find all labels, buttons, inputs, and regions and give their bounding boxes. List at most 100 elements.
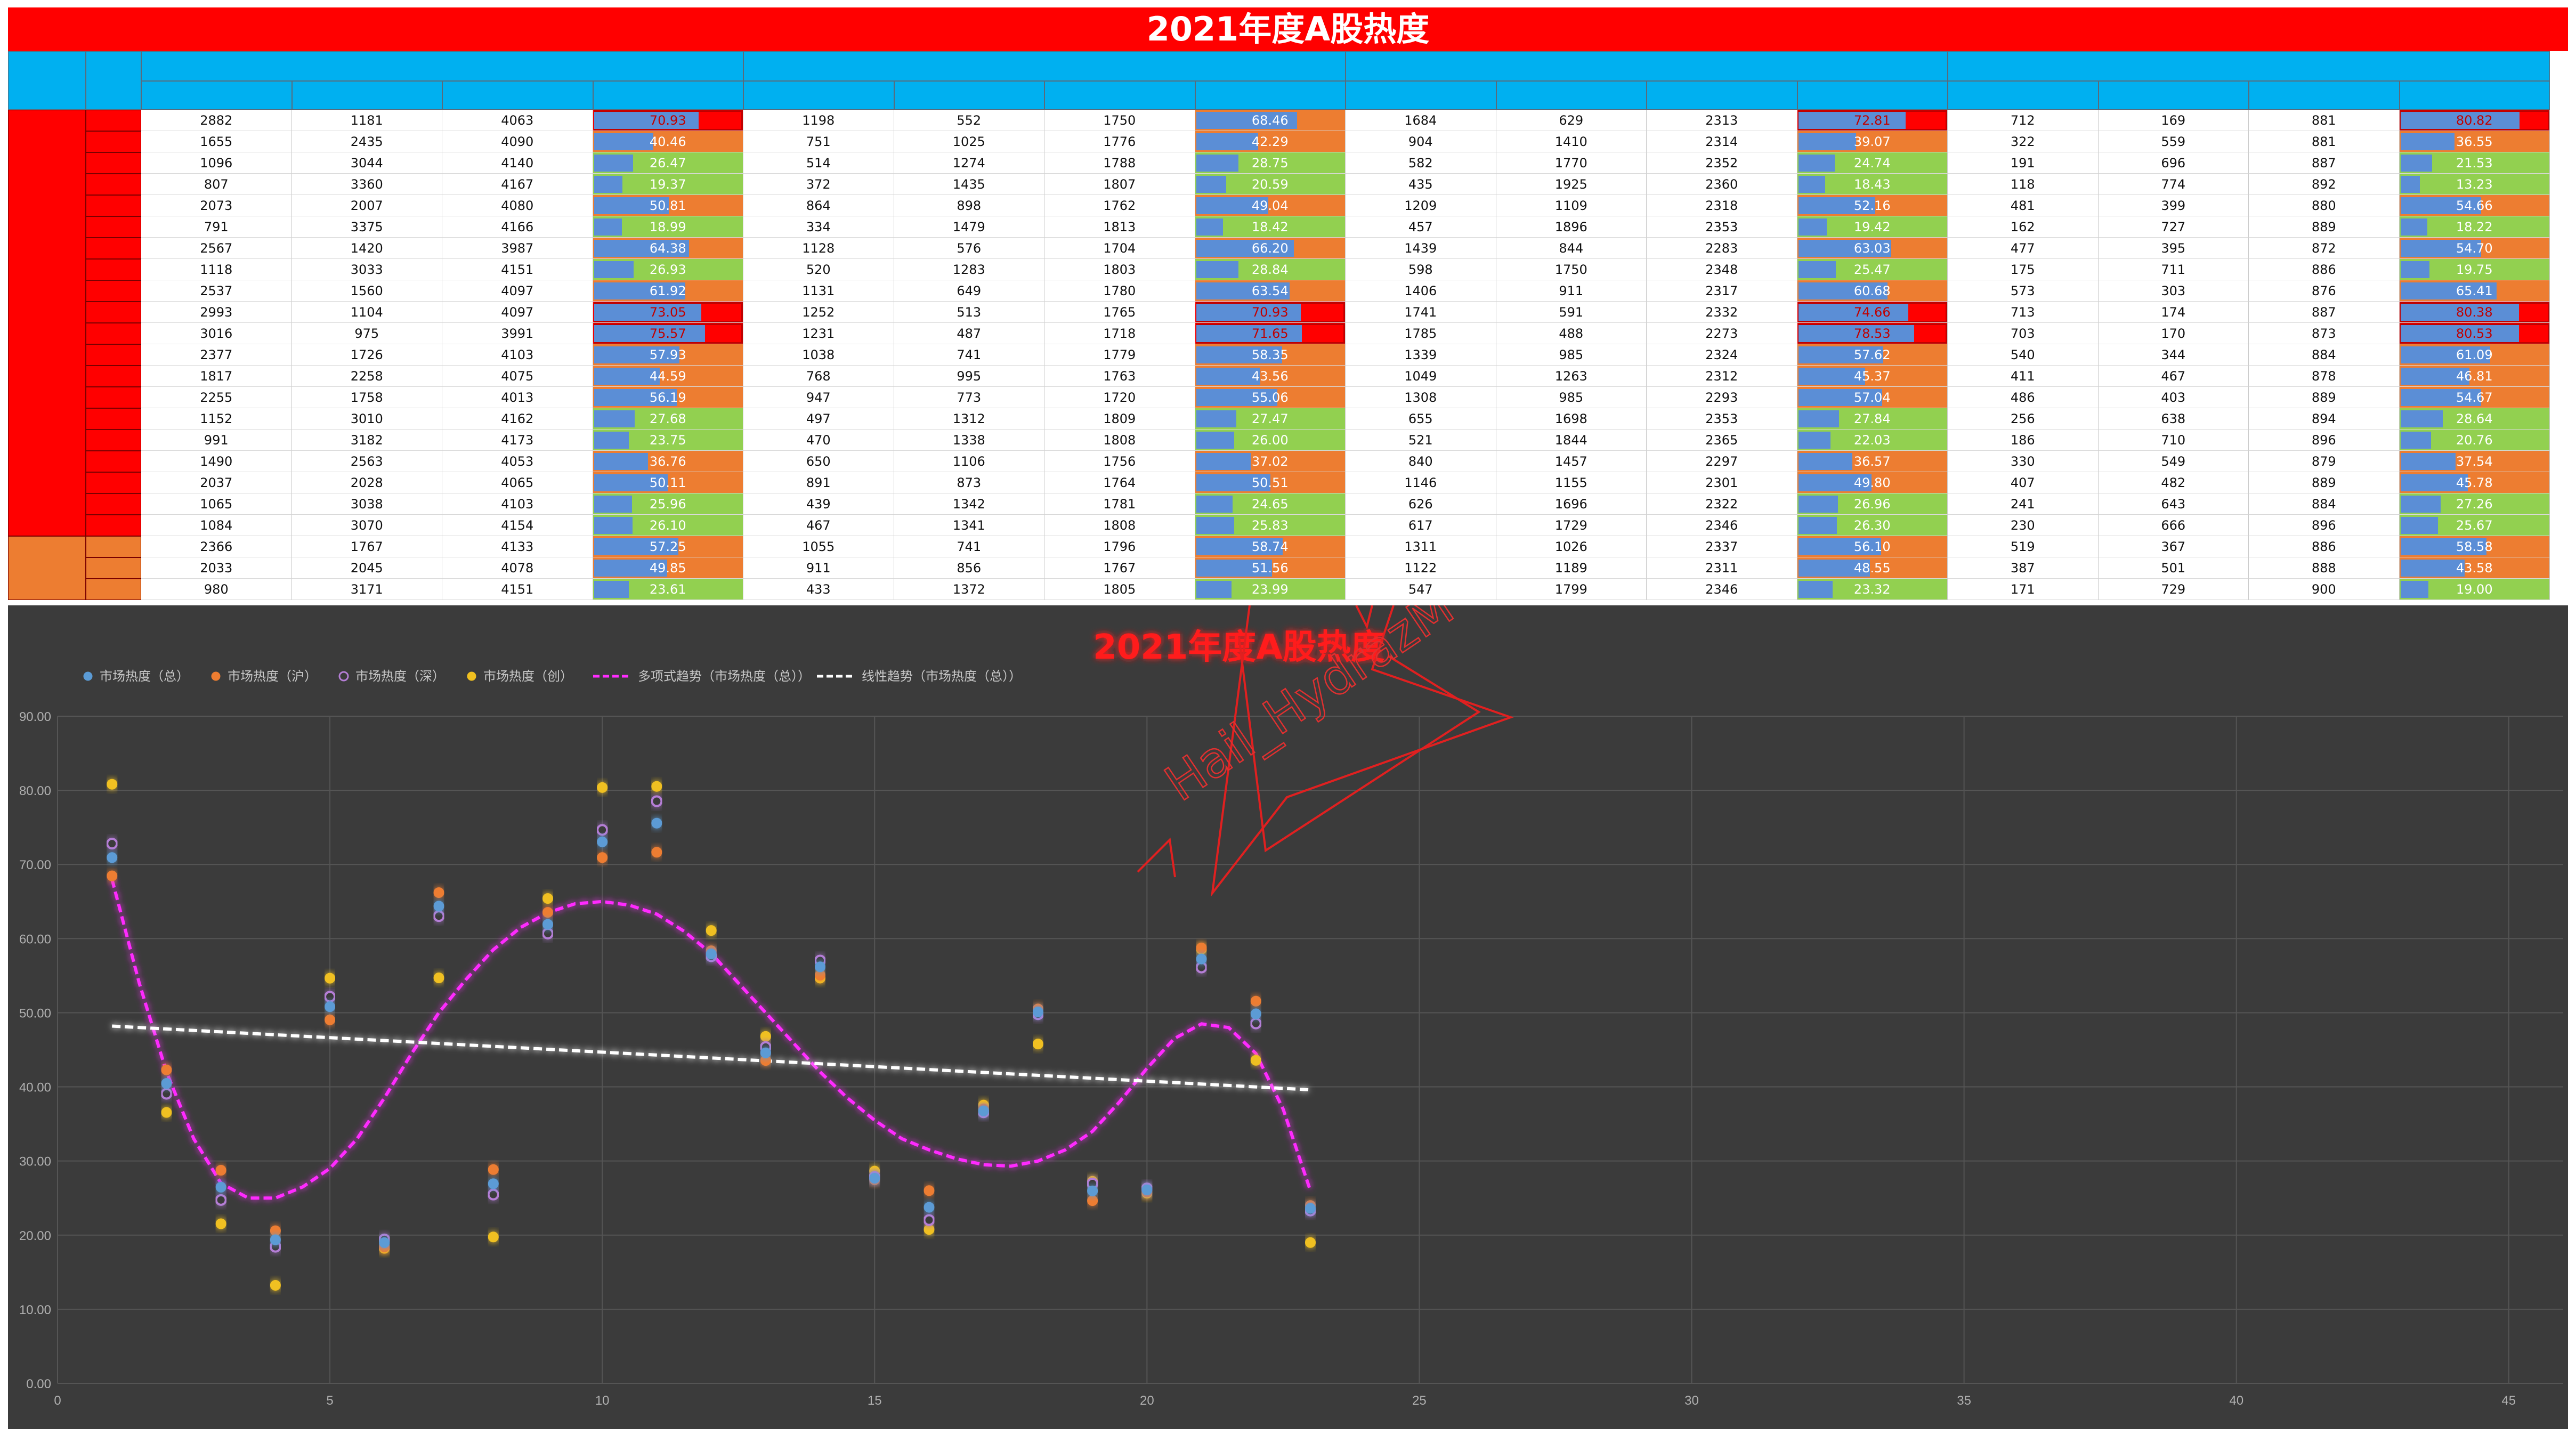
heat-cell[interactable]: 18.42 <box>1195 216 1346 238</box>
data-cell[interactable]: 162 <box>1948 216 2099 238</box>
data-cell[interactable]: 1104 <box>291 302 442 323</box>
data-cell[interactable]: 3070 <box>291 515 442 536</box>
data-cell[interactable]: 256 <box>1948 408 2099 430</box>
data-cell[interactable]: 713 <box>1948 302 2099 323</box>
data-cell[interactable]: 1274 <box>894 152 1044 174</box>
data-cell[interactable]: 2314 <box>1647 131 1797 152</box>
heat-cell[interactable]: 26.47 <box>593 152 743 174</box>
data-cell[interactable]: 482 <box>2098 472 2249 493</box>
data-cell[interactable]: 2346 <box>1647 579 1797 600</box>
data-cell[interactable]: 241 <box>1948 493 2099 515</box>
data-cell[interactable]: 171 <box>1948 579 2099 600</box>
date-cell[interactable] <box>86 451 141 472</box>
data-cell[interactable]: 1767 <box>291 536 442 557</box>
heat-cell[interactable]: 54.67 <box>2399 387 2550 408</box>
date-cell[interactable] <box>86 302 141 323</box>
data-cell[interactable]: 4166 <box>442 216 593 238</box>
data-cell[interactable]: 2353 <box>1647 216 1797 238</box>
data-cell[interactable]: 1805 <box>1044 579 1195 600</box>
data-cell[interactable]: 900 <box>2249 579 2400 600</box>
data-cell[interactable]: 1339 <box>1346 344 1496 366</box>
data-cell[interactable]: 4075 <box>442 366 593 387</box>
data-cell[interactable]: 4151 <box>442 579 593 600</box>
heat-cell[interactable]: 58.58 <box>2399 536 2550 557</box>
heat-cell[interactable]: 66.20 <box>1195 238 1346 259</box>
data-cell[interactable]: 1750 <box>1496 259 1647 280</box>
heat-cell[interactable]: 19.75 <box>2399 259 2550 280</box>
data-cell[interactable]: 230 <box>1948 515 2099 536</box>
data-cell[interactable]: 2348 <box>1647 259 1797 280</box>
data-cell[interactable]: 629 <box>1496 110 1647 131</box>
data-cell[interactable]: 947 <box>743 387 894 408</box>
heat-cell[interactable]: 28.84 <box>1195 259 1346 280</box>
data-cell[interactable]: 872 <box>2249 238 2400 259</box>
data-cell[interactable]: 710 <box>2098 430 2249 451</box>
data-cell[interactable]: 3171 <box>291 579 442 600</box>
data-cell[interactable]: 844 <box>1496 238 1647 259</box>
data-cell[interactable]: 2301 <box>1647 472 1797 493</box>
data-cell[interactable]: 2332 <box>1647 302 1797 323</box>
heat-cell[interactable]: 58.74 <box>1195 536 1346 557</box>
data-cell[interactable]: 774 <box>2098 174 2249 195</box>
heat-cell[interactable]: 20.76 <box>2399 430 2550 451</box>
heat-cell[interactable]: 37.54 <box>2399 451 2550 472</box>
data-cell[interactable]: 741 <box>894 344 1044 366</box>
data-cell[interactable]: 887 <box>2249 152 2400 174</box>
heat-cell[interactable]: 27.26 <box>2399 493 2550 515</box>
data-cell[interactable]: 638 <box>2098 408 2249 430</box>
heat-cell[interactable]: 70.93 <box>593 110 743 131</box>
data-cell[interactable]: 322 <box>1948 131 2099 152</box>
data-cell[interactable]: 540 <box>1948 344 2099 366</box>
heat-cell[interactable]: 49.04 <box>1195 195 1346 216</box>
heat-cell[interactable]: 43.58 <box>2399 557 2550 579</box>
data-cell[interactable]: 2313 <box>1647 110 1797 131</box>
data-cell[interactable]: 1146 <box>1346 472 1496 493</box>
data-cell[interactable]: 4154 <box>442 515 593 536</box>
heat-cell[interactable]: 56.10 <box>1797 536 1948 557</box>
data-cell[interactable]: 2365 <box>1647 430 1797 451</box>
data-cell[interactable]: 334 <box>743 216 894 238</box>
heat-cell[interactable]: 25.96 <box>593 493 743 515</box>
date-cell[interactable] <box>86 430 141 451</box>
data-cell[interactable]: 1084 <box>141 515 292 536</box>
heat-cell[interactable]: 61.09 <box>2399 344 2550 366</box>
data-cell[interactable]: 888 <box>2249 557 2400 579</box>
data-cell[interactable]: 407 <box>1948 472 2099 493</box>
heat-cell[interactable]: 19.42 <box>1797 216 1948 238</box>
data-cell[interactable]: 2435 <box>291 131 442 152</box>
data-cell[interactable]: 520 <box>743 259 894 280</box>
data-cell[interactable]: 1410 <box>1496 131 1647 152</box>
data-cell[interactable]: 894 <box>2249 408 2400 430</box>
data-cell[interactable]: 879 <box>2249 451 2400 472</box>
heat-cell[interactable]: 80.38 <box>2399 302 2550 323</box>
data-cell[interactable]: 3182 <box>291 430 442 451</box>
heat-cell[interactable]: 24.74 <box>1797 152 1948 174</box>
date-cell[interactable] <box>86 344 141 366</box>
heat-cell[interactable]: 21.53 <box>2399 152 2550 174</box>
data-cell[interactable]: 864 <box>743 195 894 216</box>
data-cell[interactable]: 582 <box>1346 152 1496 174</box>
heat-cell[interactable]: 80.82 <box>2399 110 2550 131</box>
data-cell[interactable]: 911 <box>743 557 894 579</box>
data-cell[interactable]: 598 <box>1346 259 1496 280</box>
data-cell[interactable]: 4167 <box>442 174 593 195</box>
heat-cell[interactable]: 36.57 <box>1797 451 1948 472</box>
data-cell[interactable]: 3033 <box>291 259 442 280</box>
data-cell[interactable]: 1025 <box>894 131 1044 152</box>
data-cell[interactable]: 1925 <box>1496 174 1647 195</box>
data-cell[interactable]: 1231 <box>743 323 894 344</box>
data-cell[interactable]: 876 <box>2249 280 2400 302</box>
data-cell[interactable]: 1341 <box>894 515 1044 536</box>
heat-cell[interactable]: 23.75 <box>593 430 743 451</box>
data-cell[interactable]: 1312 <box>894 408 1044 430</box>
heat-cell[interactable]: 20.59 <box>1195 174 1346 195</box>
data-cell[interactable]: 1283 <box>894 259 1044 280</box>
data-cell[interactable]: 911 <box>1496 280 1647 302</box>
data-cell[interactable]: 1698 <box>1496 408 1647 430</box>
data-cell[interactable]: 791 <box>141 216 292 238</box>
heat-cell[interactable]: 50.81 <box>593 195 743 216</box>
data-cell[interactable]: 1807 <box>1044 174 1195 195</box>
data-cell[interactable]: 367 <box>2098 536 2249 557</box>
data-cell[interactable]: 712 <box>1948 110 2099 131</box>
heat-cell[interactable]: 27.84 <box>1797 408 1948 430</box>
